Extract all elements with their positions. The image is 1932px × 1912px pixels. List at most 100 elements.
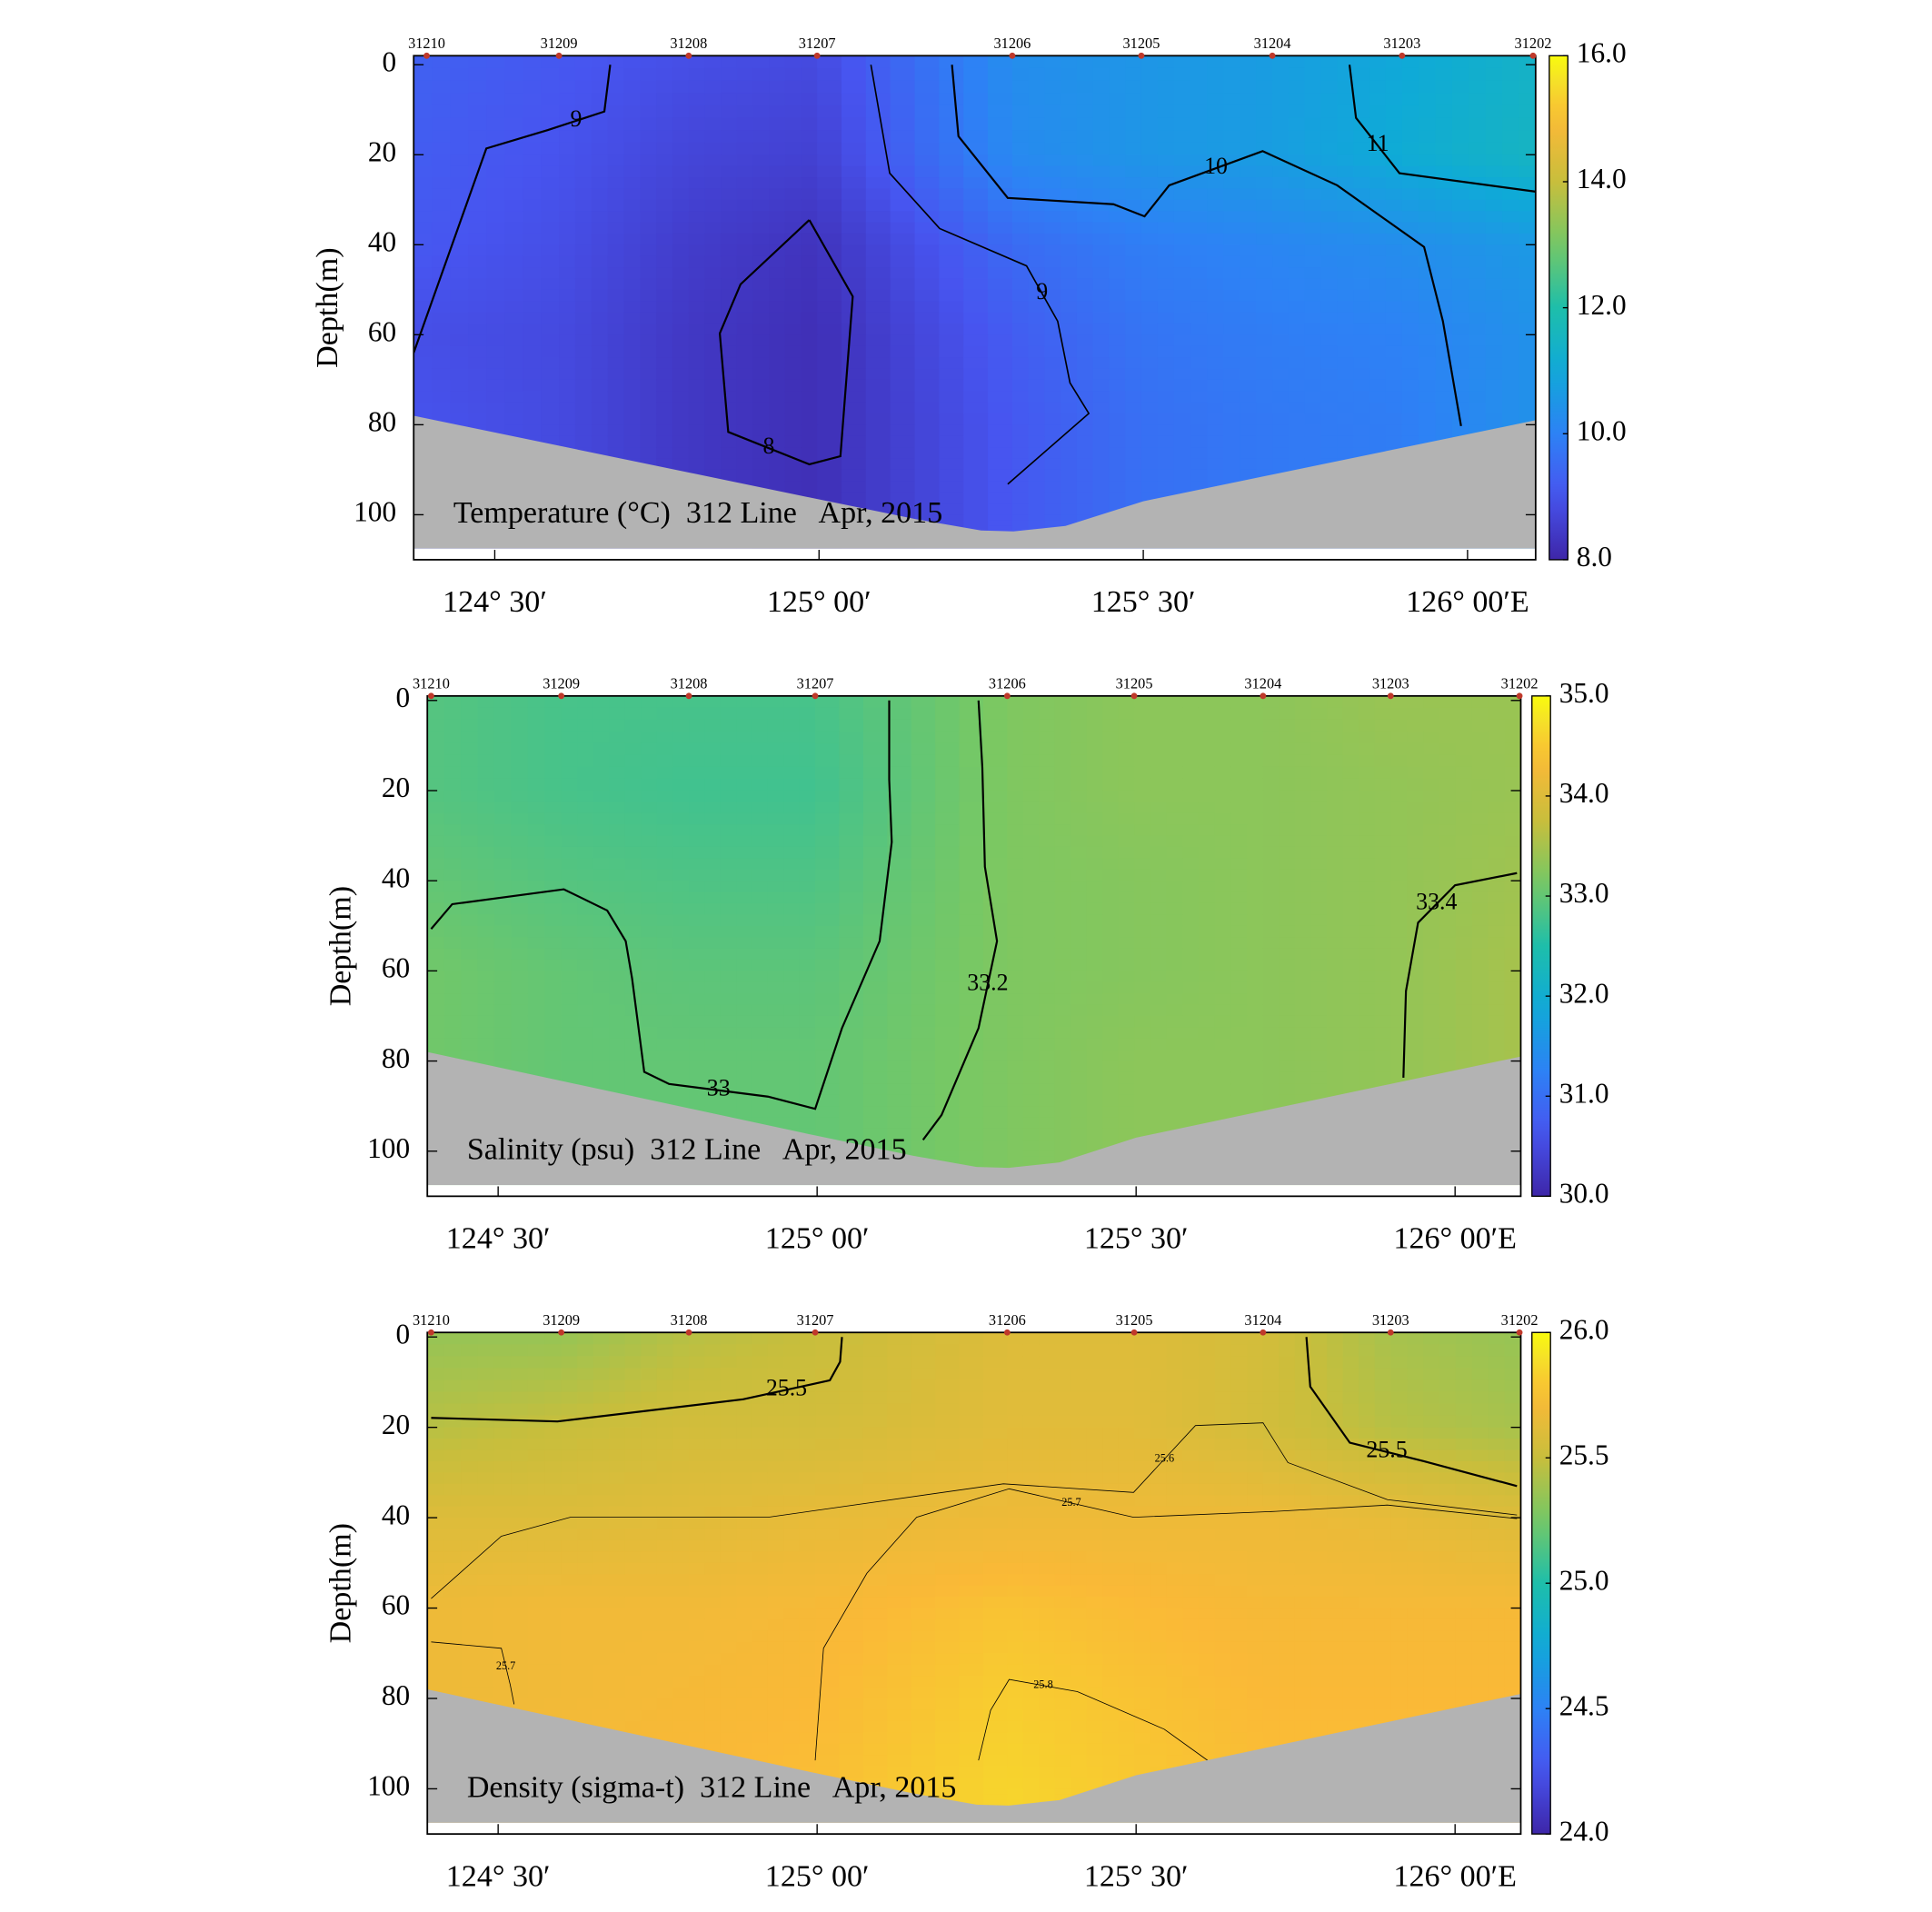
field-cell: [704, 695, 722, 709]
field-cell: [541, 188, 561, 201]
field-cell: [752, 188, 771, 201]
field-cell: [982, 1027, 1009, 1040]
field-cell: [624, 1038, 642, 1051]
field-cell: [1385, 391, 1403, 403]
field-cell: [939, 199, 965, 213]
field-cell: [1320, 233, 1339, 246]
field-cell: [1451, 312, 1470, 324]
field-cell: [736, 130, 754, 144]
field-cell: [623, 130, 642, 144]
field-cell: [689, 869, 706, 882]
field-cell: [963, 255, 990, 269]
field-cell: [461, 869, 479, 882]
field-cell: [1061, 233, 1078, 246]
field-cell: [1092, 289, 1110, 303]
field-cell: [720, 925, 738, 939]
field-cell: [1288, 222, 1306, 234]
field-cell: [443, 902, 463, 916]
field-cell: [1044, 233, 1062, 246]
field-cell: [862, 812, 889, 826]
field-cell: [523, 142, 543, 156]
field-cell: [1182, 766, 1200, 780]
station-marker: [1009, 52, 1016, 59]
field-cell: [1198, 869, 1216, 882]
field-cell: [527, 754, 546, 768]
field-cell: [1401, 278, 1420, 291]
field-cell: [1134, 695, 1151, 709]
field-cell: [1223, 80, 1241, 95]
field-cell: [511, 959, 529, 972]
field-cell: [1011, 458, 1030, 471]
field-cell: [1071, 766, 1088, 780]
field-cell: [1022, 835, 1041, 848]
field-cell: [1028, 334, 1046, 347]
field-cell: [1039, 742, 1056, 756]
field-cell: [736, 469, 754, 483]
field-cell: [783, 902, 801, 916]
field-cell: [1054, 981, 1072, 995]
field-cell: [839, 707, 864, 721]
field-cell: [1140, 233, 1159, 246]
field-cell: [559, 199, 576, 213]
field-cell: [1519, 267, 1536, 280]
field-cell: [1327, 891, 1344, 904]
field-cell: [982, 802, 1009, 814]
contour-label: 10: [1204, 153, 1228, 179]
field-cell: [1485, 301, 1504, 314]
field-cell: [1320, 334, 1339, 347]
field-cell: [1011, 301, 1030, 314]
field-cell: [641, 858, 658, 871]
field-cell: [783, 993, 801, 1006]
field-cell: [640, 301, 658, 314]
field-cell: [1007, 790, 1024, 803]
field-cell: [1247, 754, 1264, 768]
field-cell: [1419, 289, 1437, 303]
field-cell: [541, 267, 561, 280]
field-cell: [1223, 93, 1241, 106]
field-cell: [1134, 766, 1151, 780]
field-cell: [887, 993, 912, 1006]
field-cell: [862, 881, 889, 893]
field-cell: [784, 105, 802, 119]
field-cell: [784, 435, 802, 449]
field-cell: [504, 105, 524, 119]
field-cell: [1419, 117, 1437, 131]
field-cell: [1150, 858, 1168, 871]
field-cell: [1214, 719, 1232, 732]
field-cell: [574, 312, 593, 324]
field-cell: [656, 802, 674, 814]
field-cell: [541, 199, 561, 213]
field-cell: [1342, 802, 1360, 814]
field-cell: [799, 1050, 817, 1062]
field-cell: [1401, 117, 1420, 131]
field-cell: [527, 858, 546, 871]
field-cell: [624, 719, 642, 732]
field-cell: [841, 424, 867, 437]
field-cell: [1190, 289, 1208, 303]
field-cell: [609, 742, 626, 756]
field-cell: [1022, 731, 1041, 744]
field-cell: [1223, 413, 1241, 426]
field-cell: [1502, 379, 1520, 393]
field-cell: [574, 142, 593, 156]
field-cell: [862, 925, 889, 939]
field-cell: [752, 323, 771, 336]
field-cell: [511, 858, 529, 871]
field-cell: [1076, 481, 1094, 493]
field-cell: [641, 742, 658, 756]
field-cell: [641, 937, 658, 950]
field-cell: [1044, 458, 1062, 471]
field-cell: [963, 413, 990, 426]
field-cell: [1044, 334, 1062, 347]
field-cell: [1439, 766, 1457, 780]
field-cell: [656, 289, 673, 303]
field-cell: [1385, 368, 1403, 381]
field-cell: [721, 435, 738, 449]
field-cell: [1288, 447, 1306, 460]
field-cell: [1342, 790, 1360, 803]
field-cell: [1207, 255, 1224, 269]
field-cell: [1310, 869, 1329, 882]
field-cell: [413, 105, 433, 119]
field-cell: [1262, 835, 1280, 848]
field-cell: [461, 1027, 479, 1040]
